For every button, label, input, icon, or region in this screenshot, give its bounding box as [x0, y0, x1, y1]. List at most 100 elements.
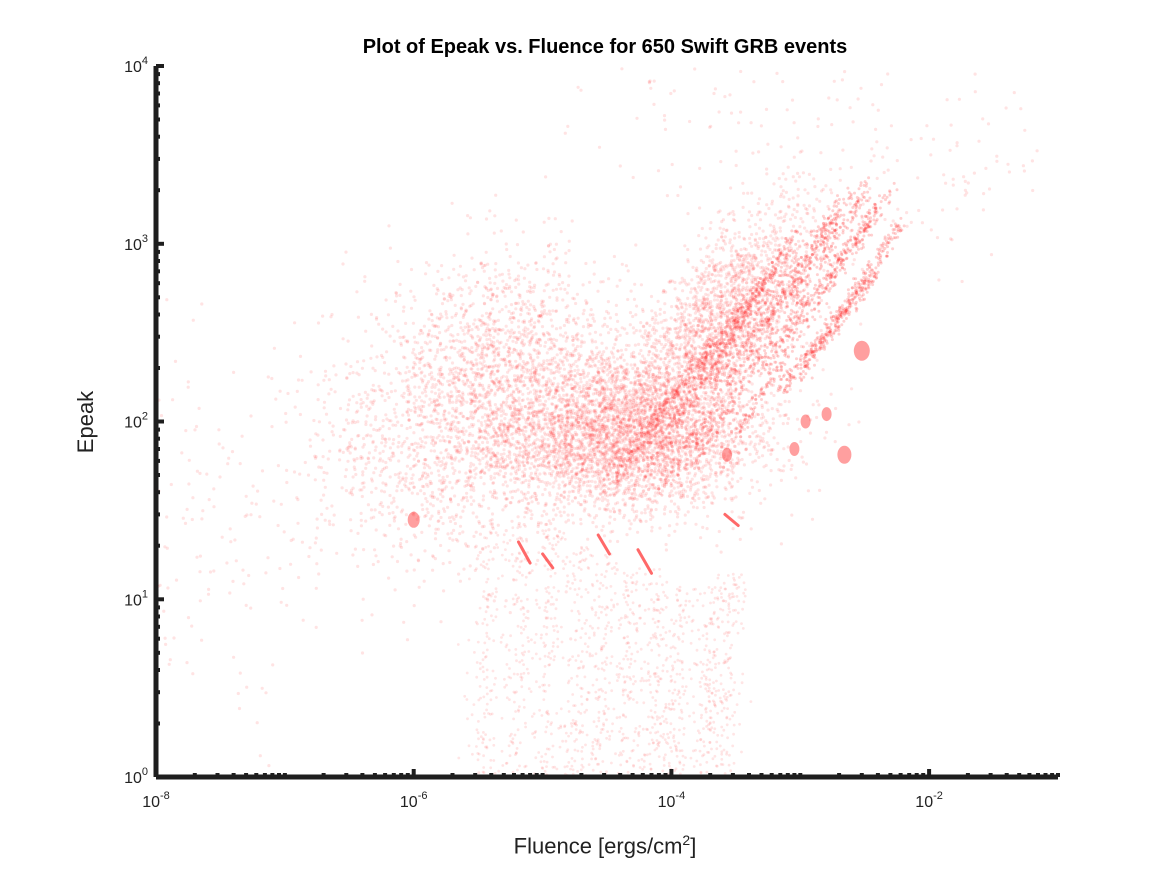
data-point	[470, 328, 474, 332]
data-point	[499, 387, 503, 391]
data-point	[606, 311, 611, 315]
data-point	[432, 449, 437, 453]
data-point	[650, 363, 654, 367]
data-point	[486, 424, 490, 428]
data-point	[509, 303, 514, 307]
data-point	[622, 378, 626, 382]
data-point	[547, 465, 551, 469]
data-point	[686, 389, 691, 393]
data-point	[590, 432, 594, 436]
data-point	[660, 489, 665, 493]
data-point	[477, 521, 482, 525]
data-point	[492, 322, 496, 326]
data-point	[418, 360, 422, 365]
data-point	[601, 362, 605, 366]
data-point	[474, 343, 478, 347]
data-point	[567, 502, 571, 506]
data-point	[505, 375, 509, 379]
data-point	[640, 485, 644, 489]
data-point	[500, 434, 504, 438]
data-point	[454, 514, 458, 519]
data-point	[420, 399, 424, 403]
data-point	[678, 462, 682, 466]
data-point	[532, 420, 536, 424]
data-point	[462, 332, 466, 336]
data-point	[629, 478, 634, 482]
data-point	[388, 475, 392, 479]
data-point	[576, 485, 580, 489]
data-point	[600, 341, 604, 345]
data-point	[589, 323, 593, 328]
data-point	[424, 394, 428, 398]
data-point	[462, 369, 467, 373]
data-point	[685, 402, 689, 406]
data-point	[598, 479, 602, 483]
data-point	[453, 469, 457, 473]
data-point	[355, 290, 359, 294]
data-point	[456, 503, 460, 507]
data-point	[488, 317, 492, 321]
data-point	[468, 216, 472, 220]
data-point	[450, 315, 454, 319]
data-point	[554, 366, 558, 370]
data-point	[625, 403, 629, 407]
data-point	[551, 435, 555, 439]
data-point	[555, 296, 559, 300]
data-point	[515, 440, 519, 444]
data-point	[461, 426, 465, 430]
data-point	[446, 394, 450, 398]
data-point	[611, 352, 615, 356]
data-point	[556, 492, 560, 496]
data-point	[427, 524, 431, 528]
data-point	[519, 306, 524, 310]
data-point	[398, 282, 402, 286]
data-point	[658, 526, 662, 530]
data-point	[531, 401, 536, 405]
data-point	[453, 415, 458, 419]
data-point	[516, 261, 521, 265]
data-point	[581, 312, 585, 316]
data-point	[506, 428, 511, 432]
data-point	[607, 396, 611, 400]
data-point	[570, 499, 575, 503]
data-point	[446, 452, 450, 456]
data-point	[518, 432, 522, 436]
data-point	[604, 381, 608, 385]
data-point	[484, 250, 488, 254]
data-point	[551, 309, 555, 313]
data-point	[644, 397, 648, 401]
data-point	[452, 253, 456, 257]
data-point	[510, 519, 514, 523]
data-point	[671, 417, 675, 421]
data-point	[688, 432, 692, 436]
data-point	[521, 456, 526, 460]
data-point	[476, 446, 480, 450]
data-point	[529, 353, 533, 357]
data-point	[624, 472, 629, 476]
data-point	[663, 374, 667, 378]
data-point	[548, 295, 552, 299]
data-point	[485, 338, 489, 342]
data-point	[553, 388, 558, 392]
data-point	[585, 383, 589, 387]
data-point	[444, 345, 448, 349]
data-point	[385, 391, 389, 396]
data-point	[501, 328, 505, 332]
data-point	[687, 366, 691, 370]
data-point	[504, 331, 508, 335]
data-point	[543, 481, 547, 485]
data-point	[508, 362, 512, 366]
data-point	[593, 340, 598, 344]
data-point	[461, 275, 466, 279]
data-point	[560, 385, 564, 389]
data-point	[556, 382, 560, 386]
data-point	[446, 379, 450, 383]
data-point	[574, 301, 578, 306]
data-point	[612, 254, 617, 259]
data-point	[518, 335, 522, 340]
data-point	[520, 413, 524, 417]
data-point	[507, 393, 511, 398]
data-point	[607, 277, 611, 281]
data-point	[547, 528, 551, 532]
data-point	[542, 289, 546, 293]
